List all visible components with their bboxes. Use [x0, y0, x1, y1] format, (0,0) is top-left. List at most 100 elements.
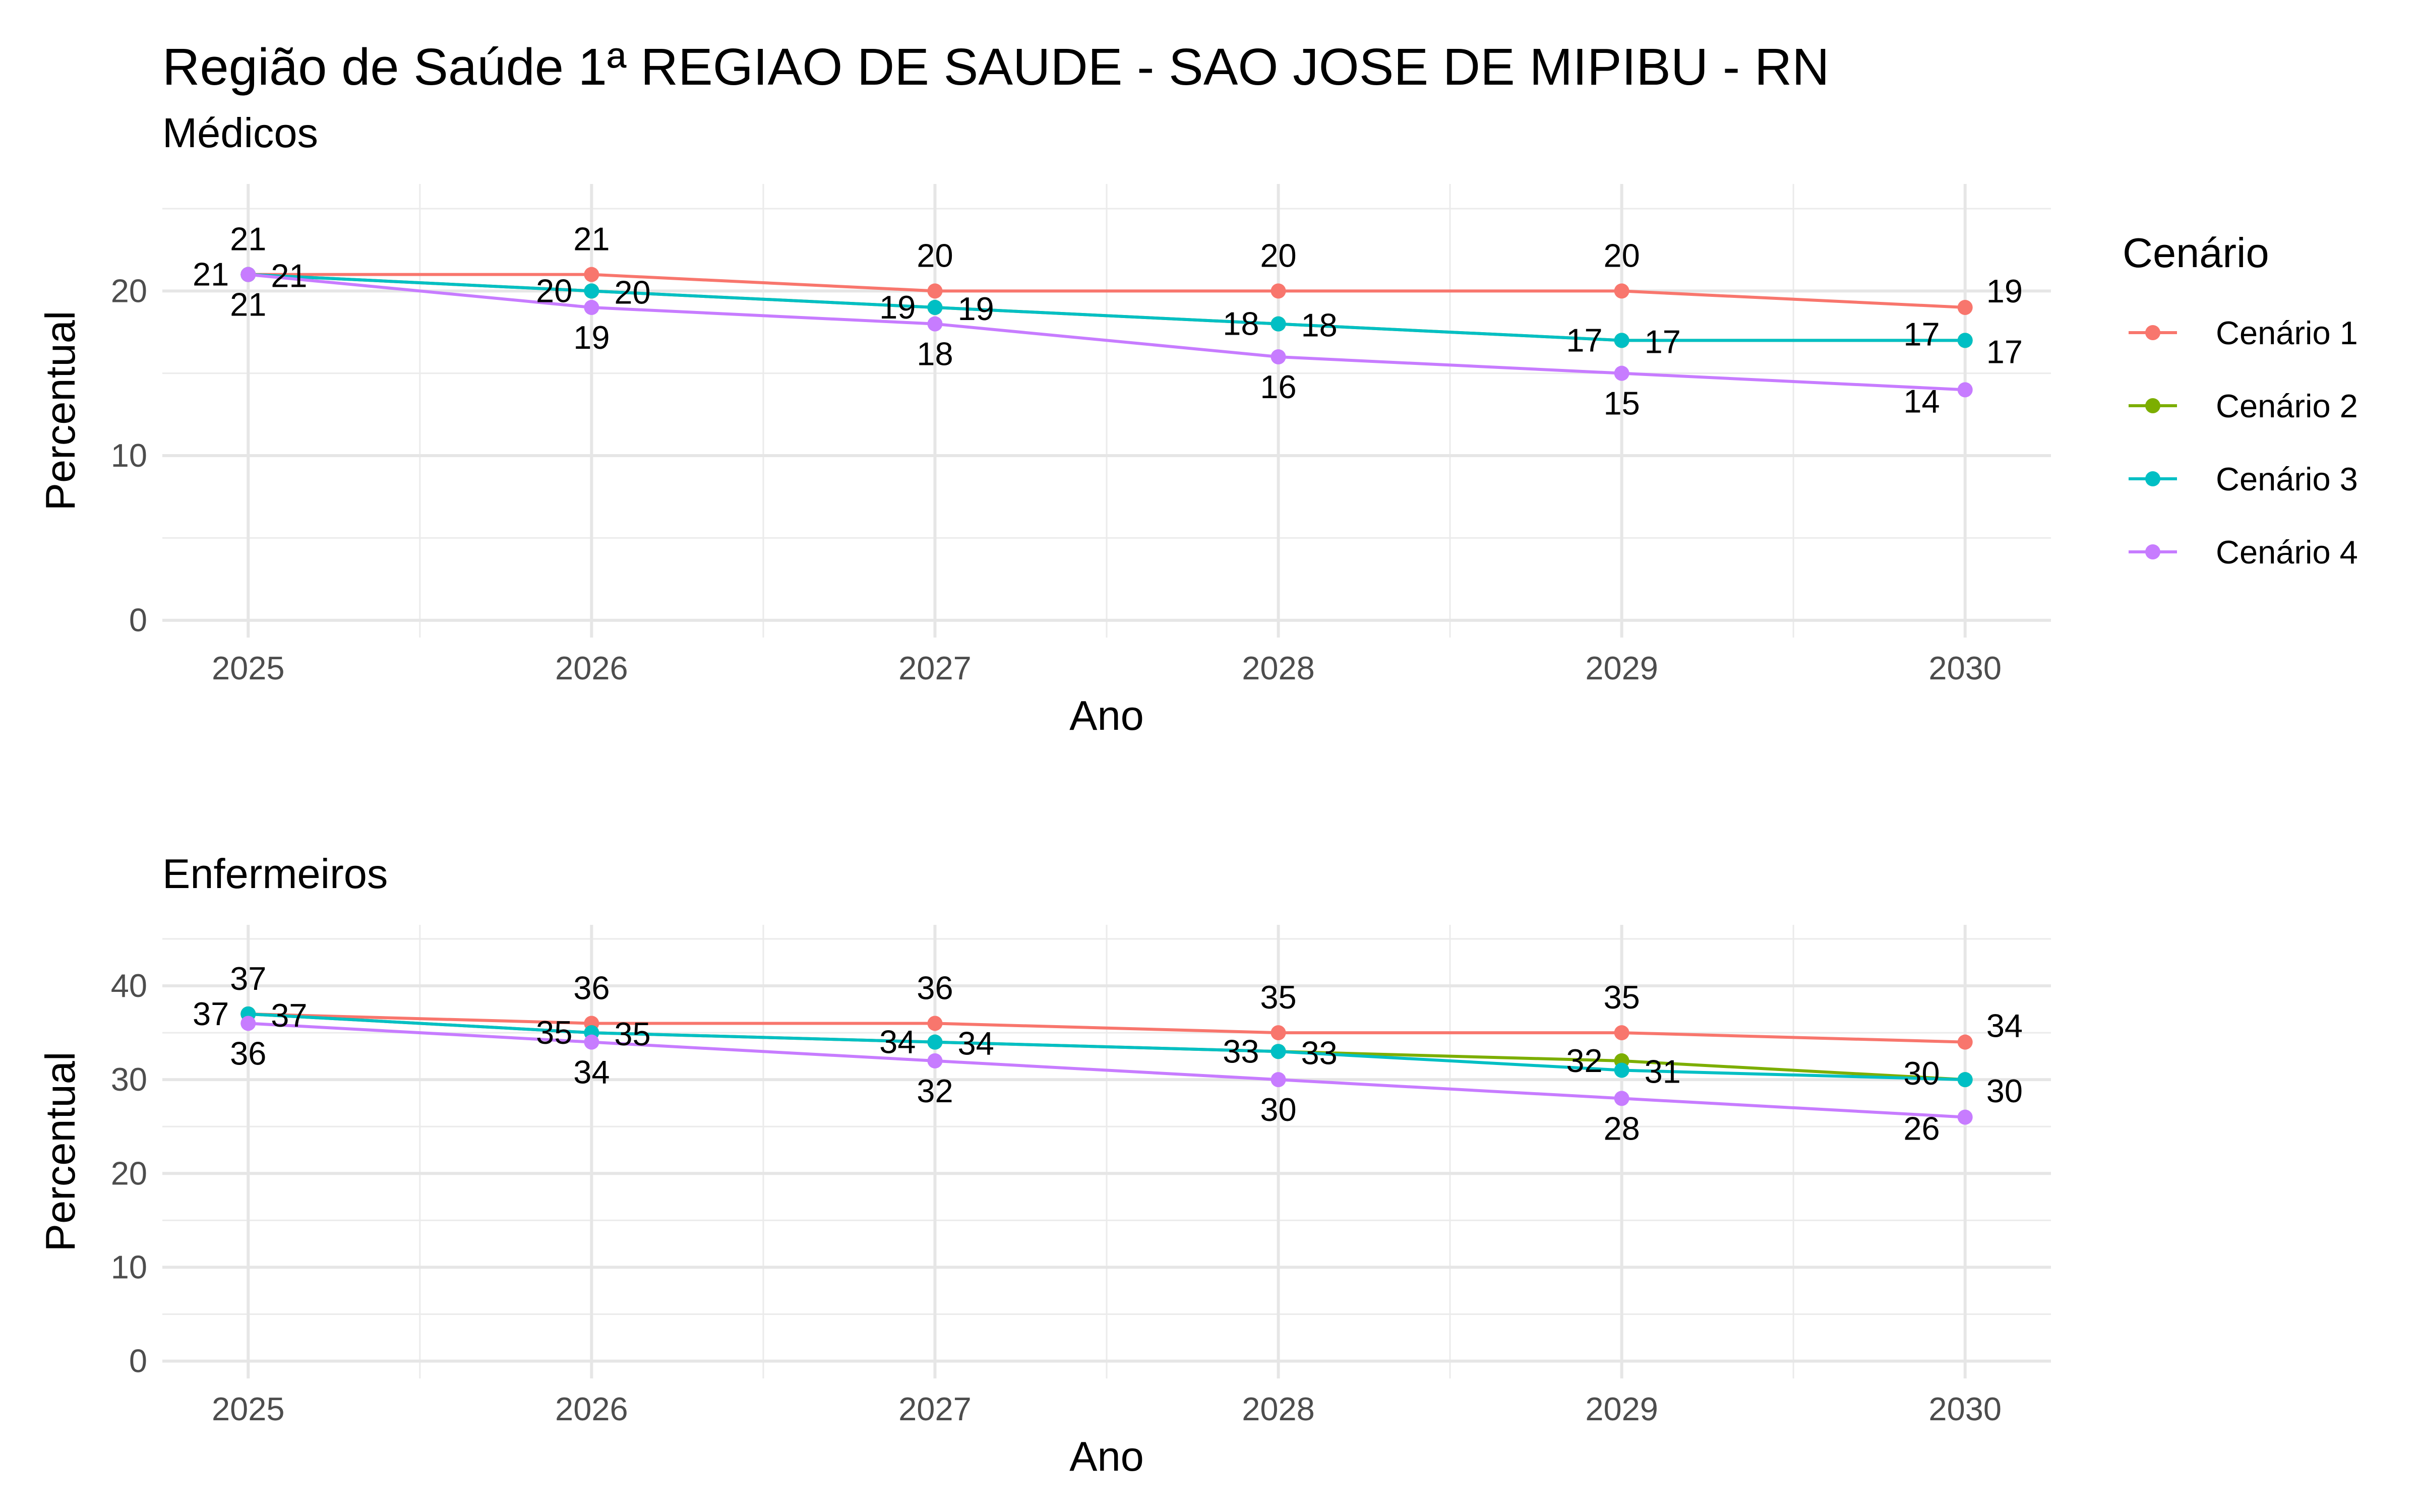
data-label-cenario-3: 20 [614, 274, 650, 310]
data-label-cenario-4: 30 [1260, 1091, 1296, 1128]
legend-key-point [2145, 325, 2160, 340]
series-line-cenario-3 [248, 1012, 1965, 1082]
data-label-cenario-3: 34 [957, 1025, 994, 1062]
data-label-cenario-4: 15 [1603, 385, 1640, 422]
data-label-cenario-2: 17 [1566, 322, 1602, 358]
series-line-cenario-3 [248, 273, 1965, 342]
x-tick-label: 2027 [898, 1391, 972, 1427]
data-label-cenario-4: 36 [230, 1035, 266, 1072]
data-point-cenario-1 [1270, 1025, 1286, 1041]
x-tick-label: 2025 [212, 1391, 285, 1427]
y-axis-title: Percentual [37, 311, 84, 511]
x-tick-label: 2028 [1242, 1391, 1315, 1427]
data-point-cenario-4 [1957, 1109, 1973, 1125]
data-label-cenario-1: 36 [917, 969, 953, 1006]
legend-item-label: Cenário 2 [2216, 388, 2358, 424]
legend: Cenário Cenário 1 Cenário 2 Cenário 3 Cenár… [2123, 229, 2358, 571]
data-label-cenario-2: 21 [193, 256, 229, 293]
data-label-cenario-1: 21 [230, 221, 266, 258]
chart-title: Região de Saúde 1ª REGIAO DE SAUDE - SAO… [162, 38, 1830, 96]
data-point-cenario-4 [927, 316, 943, 332]
y-tick-label: 10 [111, 437, 147, 474]
data-label-cenario-4: 19 [573, 319, 610, 356]
data-label-cenario-4: 21 [230, 286, 266, 323]
panel-medicos: Médicos 0 10 20 2025 2026 2027 2028 2029 2030 Ano P… [37, 109, 2051, 739]
data-label-cenario-4: 16 [1260, 368, 1296, 405]
data-point-cenario-3 [927, 1034, 943, 1050]
data-point-cenario-1 [1957, 300, 1973, 316]
series-line-cenario-1 [248, 1012, 1965, 1044]
data-label-cenario-2: 19 [879, 289, 916, 326]
data-label-cenario-4: 14 [1903, 383, 1940, 419]
x-axis-title: Ano [1069, 1433, 1144, 1480]
data-point-cenario-3 [584, 283, 599, 299]
data-label-cenario-3: 17 [1645, 323, 1681, 360]
legend-key-point [2145, 544, 2160, 559]
data-label-cenario-4: 34 [573, 1054, 610, 1091]
data-label-cenario-3: 33 [1301, 1034, 1338, 1071]
data-label-cenario-2: 20 [536, 272, 572, 309]
data-label-cenario-4: 18 [917, 336, 953, 372]
y-tick-label: 0 [129, 1343, 147, 1379]
data-label-cenario-2: 17 [1903, 316, 1940, 352]
data-point-cenario-4 [240, 267, 256, 282]
data-label-cenario-3: 18 [1301, 307, 1338, 344]
legend-title: Cenário [2123, 229, 2269, 276]
data-point-cenario-3 [1614, 333, 1629, 348]
data-label-cenario-1: 37 [230, 960, 266, 997]
data-label-cenario-1: 20 [917, 237, 953, 274]
data-point-cenario-3 [1270, 1044, 1286, 1059]
y-tick-label: 20 [111, 1155, 147, 1191]
data-label-cenario-1: 21 [573, 221, 610, 258]
panel-subtitle: Enfermeiros [162, 850, 388, 897]
data-point-cenario-1 [1270, 283, 1286, 299]
x-tick-label: 2026 [555, 1391, 628, 1427]
x-tick-label: 2029 [1585, 650, 1658, 686]
legend-key-point [2145, 398, 2160, 413]
x-tick-label: 2027 [898, 650, 972, 686]
data-point-cenario-3 [1957, 333, 1973, 348]
x-tick-label: 2030 [1928, 650, 2002, 686]
data-point-cenario-4 [1614, 1091, 1629, 1106]
y-tick-label: 30 [111, 1061, 147, 1098]
data-label-cenario-2: 37 [193, 995, 229, 1032]
data-label-cenario-3: 30 [1986, 1073, 2023, 1109]
legend-key-point [2145, 471, 2160, 486]
x-tick-label: 2028 [1242, 650, 1315, 686]
data-label-cenario-3: 37 [271, 997, 307, 1034]
data-point-cenario-1 [1957, 1034, 1973, 1050]
data-point-cenario-4 [1270, 349, 1286, 365]
data-label-cenario-2: 34 [879, 1024, 916, 1060]
data-label-cenario-3: 21 [271, 258, 307, 294]
series-line-cenario-1 [248, 273, 1965, 309]
data-point-cenario-1 [1614, 283, 1629, 299]
x-axis-title: Ano [1069, 692, 1144, 739]
data-point-cenario-4 [1270, 1072, 1286, 1088]
x-tick-label: 2026 [555, 650, 628, 686]
legend-item-label: Cenário 1 [2216, 314, 2358, 351]
y-tick-label: 40 [111, 967, 147, 1004]
data-label-cenario-2: 33 [1223, 1033, 1259, 1069]
data-point-cenario-4 [584, 300, 599, 316]
data-label-cenario-1: 19 [1986, 273, 2023, 309]
series-line-cenario-4 [248, 1022, 1965, 1119]
data-label-cenario-2: 18 [1223, 305, 1259, 342]
data-point-cenario-1 [1614, 1025, 1629, 1041]
data-point-cenario-1 [927, 283, 943, 299]
data-point-cenario-3 [927, 300, 943, 316]
data-label-cenario-1: 35 [1603, 979, 1640, 1016]
panel-subtitle: Médicos [162, 109, 318, 156]
data-label-cenario-2: 30 [1903, 1055, 1940, 1092]
data-label-cenario-4: 28 [1603, 1110, 1640, 1147]
data-label-cenario-1: 20 [1260, 237, 1296, 274]
data-label-cenario-2: 32 [1566, 1042, 1602, 1079]
data-point-cenario-4 [1957, 382, 1973, 398]
data-point-cenario-4 [1614, 365, 1629, 381]
data-point-cenario-1 [584, 267, 599, 282]
data-point-cenario-1 [927, 1016, 943, 1031]
data-point-cenario-3 [1957, 1072, 1973, 1088]
y-tick-label: 10 [111, 1248, 147, 1285]
x-tick-label: 2030 [1928, 1391, 2002, 1427]
